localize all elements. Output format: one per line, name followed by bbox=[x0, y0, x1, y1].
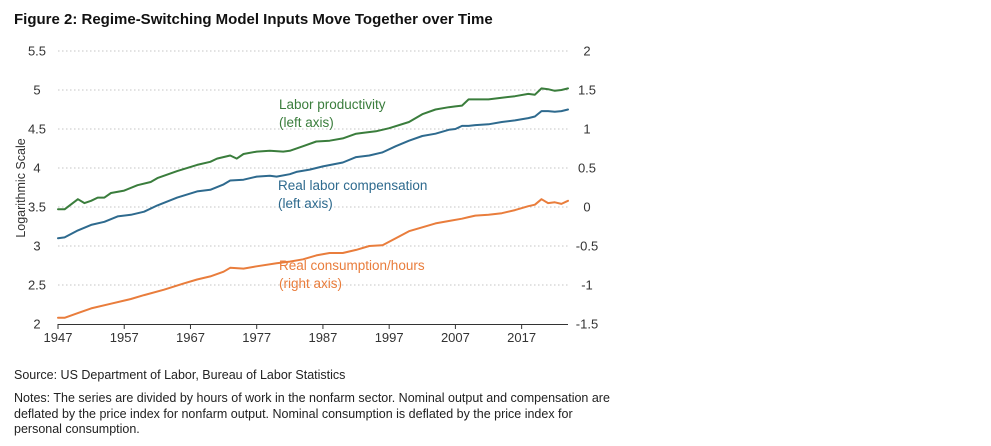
series-axis-note: (left axis) bbox=[279, 115, 334, 130]
source-note: Source: US Department of Labor, Bureau o… bbox=[14, 368, 346, 382]
notes-text: Notes: The series are divided by hours o… bbox=[14, 391, 610, 436]
y-left-tick-label: 5 bbox=[33, 83, 40, 98]
x-tick-label: 2007 bbox=[441, 330, 470, 345]
x-axis: 1947 1957 1967 1977 1987 1997 2007 2017 bbox=[44, 324, 568, 345]
y-left-tick-label: 3 bbox=[33, 239, 40, 254]
series-line bbox=[57, 198, 569, 319]
right-axis-ticks: -1.5 -1 -0.5 0 0.5 1 1.5 2 bbox=[576, 44, 598, 332]
x-tick-label: 2017 bbox=[507, 330, 536, 345]
x-tick-label: 1977 bbox=[242, 330, 271, 345]
x-tick-label: 1947 bbox=[44, 330, 73, 345]
y-right-tick-label: 0.5 bbox=[578, 161, 596, 176]
series-label: Real labor compensation bbox=[278, 178, 427, 193]
series-axis-note: (left axis) bbox=[278, 196, 333, 211]
y-right-tick-label: -1 bbox=[581, 278, 593, 293]
y-right-tick-label: 1 bbox=[583, 122, 590, 137]
series-axis-note: (right axis) bbox=[279, 276, 342, 291]
y-left-tick-label: 3.5 bbox=[28, 200, 46, 215]
x-tick-label: 1967 bbox=[176, 330, 205, 345]
y-right-tick-label: 2 bbox=[583, 44, 590, 59]
y-right-tick-label: 0 bbox=[583, 200, 590, 215]
gridlines bbox=[58, 50, 568, 286]
y-right-tick-label: -0.5 bbox=[576, 239, 598, 254]
line-chart: 2 2.5 3 3.5 4 4.5 5 5.5 -1.5 -1 -0.5 0 0.5 1 1.5 2 194… bbox=[14, 44, 598, 346]
y-right-tick-label: 1.5 bbox=[578, 83, 596, 98]
y-left-tick-label: 2 bbox=[33, 317, 40, 332]
x-tick-label: 1987 bbox=[308, 330, 337, 345]
series-line bbox=[57, 108, 569, 240]
figure-title: Figure 2: Regime-Switching Model Inputs … bbox=[14, 11, 493, 28]
y-right-tick-label: -1.5 bbox=[576, 317, 598, 332]
series-label: Labor productivity bbox=[279, 97, 386, 112]
y-left-tick-label: 5.5 bbox=[28, 44, 46, 59]
x-tick-label: 1997 bbox=[375, 330, 404, 345]
x-tick-label: 1957 bbox=[110, 330, 139, 345]
series-line bbox=[57, 87, 569, 211]
y-left-tick-label: 4 bbox=[33, 161, 40, 176]
series-annotations: Labor productivity (left axis) Real labor … bbox=[278, 97, 427, 291]
series-label: Real consumption/hours bbox=[279, 258, 425, 273]
y-left-tick-label: 2.5 bbox=[28, 278, 46, 293]
series-lines bbox=[57, 87, 569, 319]
y-axis-label: Logarithmic Scale bbox=[14, 138, 28, 237]
y-left-tick-label: 4.5 bbox=[28, 122, 46, 137]
left-axis-ticks: 2 2.5 3 3.5 4 4.5 5 5.5 bbox=[28, 44, 46, 332]
